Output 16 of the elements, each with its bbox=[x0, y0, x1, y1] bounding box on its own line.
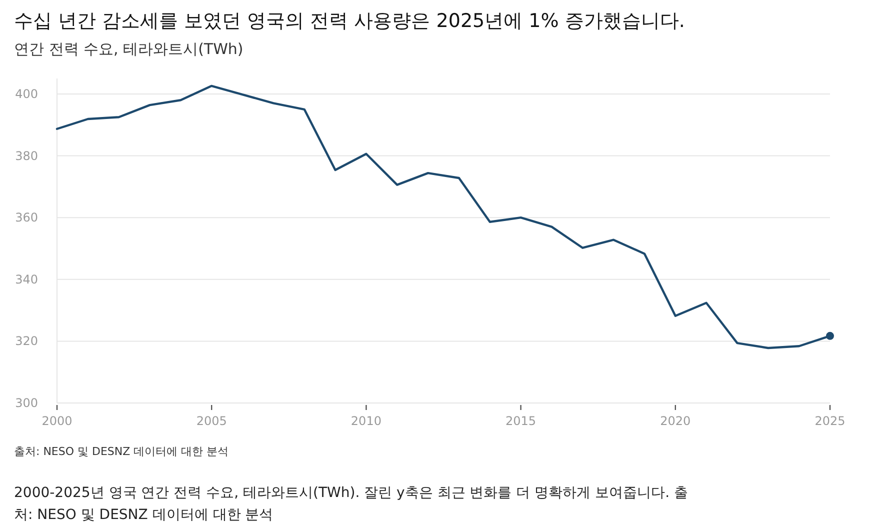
annotation: 2000-2025년 영국 연간 전력 수요, 테라와트시(TWh). 잘린 y축은 최근 변화를 더 명확하게 보여줍니다. 출처: NESO 및 DESNZ 데이터에 대한 분석 bbox=[14, 484, 689, 525]
x-tick-label: 2005 bbox=[196, 414, 227, 428]
annotation: 출처: NESO 및 DESNZ 데이터에 대한 분석 bbox=[14, 444, 229, 459]
y-tick-label: 400 bbox=[15, 86, 38, 101]
y-tick-label: 320 bbox=[15, 334, 38, 348]
subtitle: 연간 전력 수요, 테라와트시(TWh) bbox=[14, 40, 244, 59]
y-tick-label: 380 bbox=[15, 148, 38, 163]
y-tick-label: 360 bbox=[15, 210, 38, 225]
x-tick-label: 2000 bbox=[42, 414, 72, 428]
x-tick-label: 2025 bbox=[814, 414, 846, 428]
x-tick-label: 2015 bbox=[506, 414, 536, 428]
x-tick-label: 2010 bbox=[350, 414, 382, 428]
y-tick-label: 340 bbox=[15, 272, 38, 286]
title: 수십 년간 감소세를 보였던 영국의 전력 사용량은 2025년에 1% 증가했습니다. bbox=[14, 9, 685, 34]
y-tick-label: 300 bbox=[15, 396, 38, 410]
x-tick-label: 2020 bbox=[660, 414, 691, 428]
